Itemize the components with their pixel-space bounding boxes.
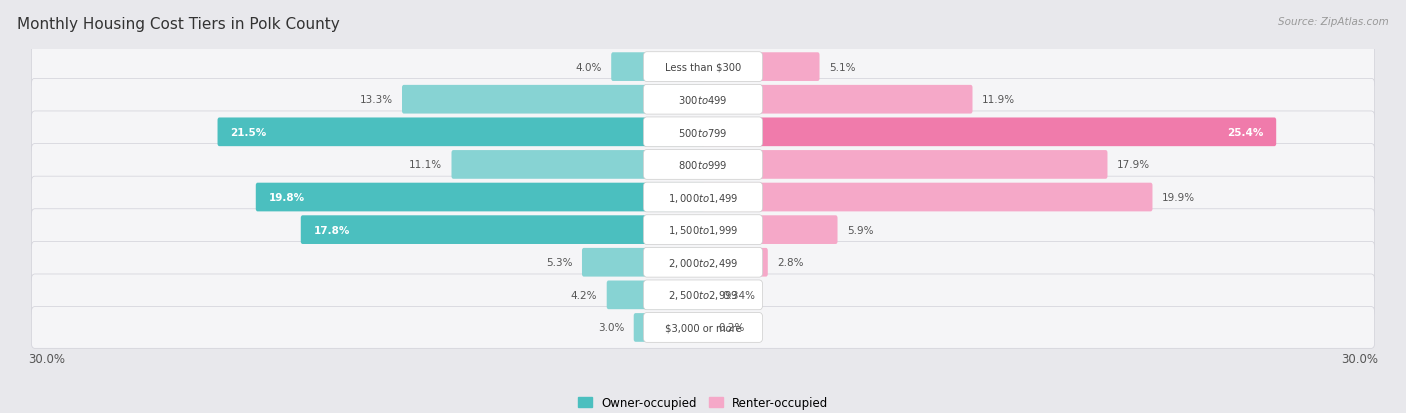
Text: 17.8%: 17.8%	[314, 225, 350, 235]
Text: 19.8%: 19.8%	[269, 192, 305, 202]
Text: 0.34%: 0.34%	[721, 290, 755, 300]
FancyBboxPatch shape	[607, 281, 704, 309]
FancyBboxPatch shape	[451, 151, 704, 179]
FancyBboxPatch shape	[644, 183, 762, 212]
Text: 25.4%: 25.4%	[1227, 128, 1263, 138]
Text: $1,500 to $1,999: $1,500 to $1,999	[668, 223, 738, 237]
Text: $3,000 or more: $3,000 or more	[665, 323, 741, 332]
Text: $500 to $799: $500 to $799	[678, 126, 728, 138]
FancyBboxPatch shape	[702, 183, 1153, 212]
FancyBboxPatch shape	[218, 118, 704, 147]
FancyBboxPatch shape	[256, 183, 704, 212]
Text: $2,000 to $2,499: $2,000 to $2,499	[668, 256, 738, 269]
Text: 11.9%: 11.9%	[981, 95, 1015, 105]
Text: 30.0%: 30.0%	[28, 352, 65, 365]
FancyBboxPatch shape	[31, 47, 1375, 88]
Text: $800 to $999: $800 to $999	[678, 159, 728, 171]
Text: 30.0%: 30.0%	[1341, 352, 1378, 365]
FancyBboxPatch shape	[612, 53, 704, 82]
FancyBboxPatch shape	[702, 281, 713, 309]
FancyBboxPatch shape	[31, 209, 1375, 251]
FancyBboxPatch shape	[702, 216, 838, 244]
Text: 3.0%: 3.0%	[598, 323, 624, 332]
Text: 19.9%: 19.9%	[1161, 192, 1195, 202]
FancyBboxPatch shape	[644, 118, 762, 147]
FancyBboxPatch shape	[644, 248, 762, 278]
Text: 21.5%: 21.5%	[231, 128, 267, 138]
FancyBboxPatch shape	[644, 85, 762, 115]
FancyBboxPatch shape	[31, 144, 1375, 186]
FancyBboxPatch shape	[31, 242, 1375, 283]
FancyBboxPatch shape	[702, 53, 820, 82]
FancyBboxPatch shape	[644, 313, 762, 342]
FancyBboxPatch shape	[31, 274, 1375, 316]
Text: 2.8%: 2.8%	[778, 258, 804, 268]
Text: 17.9%: 17.9%	[1116, 160, 1150, 170]
FancyBboxPatch shape	[582, 248, 704, 277]
Text: 13.3%: 13.3%	[360, 95, 392, 105]
FancyBboxPatch shape	[402, 85, 704, 114]
Text: Monthly Housing Cost Tiers in Polk County: Monthly Housing Cost Tiers in Polk Count…	[17, 17, 340, 31]
FancyBboxPatch shape	[644, 280, 762, 310]
FancyBboxPatch shape	[702, 248, 768, 277]
FancyBboxPatch shape	[31, 112, 1375, 153]
Text: $300 to $499: $300 to $499	[678, 94, 728, 106]
Text: 5.1%: 5.1%	[830, 62, 855, 72]
Text: Less than $300: Less than $300	[665, 62, 741, 72]
FancyBboxPatch shape	[644, 215, 762, 245]
FancyBboxPatch shape	[644, 150, 762, 180]
FancyBboxPatch shape	[31, 177, 1375, 218]
Text: 4.0%: 4.0%	[575, 62, 602, 72]
Text: 5.3%: 5.3%	[546, 258, 572, 268]
FancyBboxPatch shape	[31, 307, 1375, 349]
Text: 4.2%: 4.2%	[571, 290, 598, 300]
Text: $1,000 to $1,499: $1,000 to $1,499	[668, 191, 738, 204]
Text: Source: ZipAtlas.com: Source: ZipAtlas.com	[1278, 17, 1389, 26]
FancyBboxPatch shape	[702, 151, 1108, 179]
Legend: Owner-occupied, Renter-occupied: Owner-occupied, Renter-occupied	[572, 392, 834, 413]
FancyBboxPatch shape	[31, 79, 1375, 121]
FancyBboxPatch shape	[644, 52, 762, 82]
FancyBboxPatch shape	[634, 313, 704, 342]
Text: 0.2%: 0.2%	[718, 323, 745, 332]
Text: 5.9%: 5.9%	[846, 225, 873, 235]
FancyBboxPatch shape	[301, 216, 704, 244]
FancyBboxPatch shape	[702, 313, 709, 342]
Text: $2,500 to $2,999: $2,500 to $2,999	[668, 289, 738, 301]
Text: 11.1%: 11.1%	[409, 160, 441, 170]
FancyBboxPatch shape	[702, 85, 973, 114]
FancyBboxPatch shape	[702, 118, 1277, 147]
